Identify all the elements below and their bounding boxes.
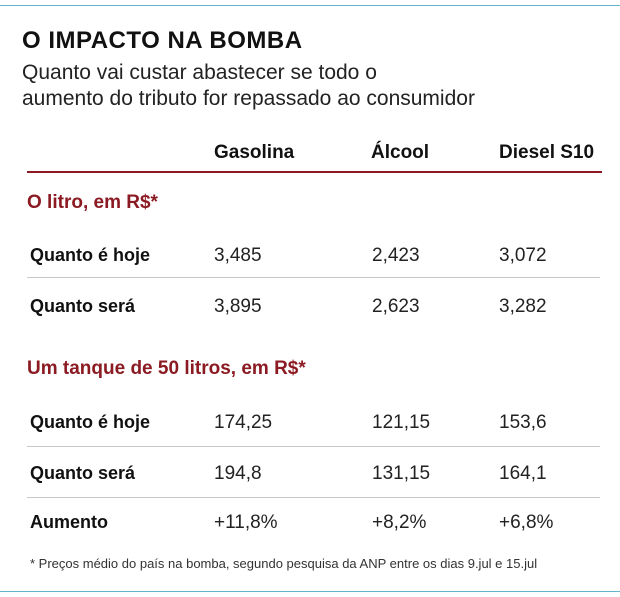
cell-diesel-sera-tanque: 164,1 — [499, 463, 547, 484]
cell-diesel-hoje-litro: 3,072 — [499, 245, 547, 266]
row-label-hoje-tanque: Quanto é hoje — [30, 412, 151, 432]
cell-gasolina-sera-tanque: 194,8 — [214, 463, 262, 484]
cell-alcool-hoje-litro: 2,423 — [372, 245, 420, 266]
cell-alcool-sera-litro: 2,623 — [372, 296, 420, 317]
section-heading-litro: O litro, em R$* — [27, 192, 158, 213]
footnote: * Preços médio do país na bomba, segundo… — [30, 556, 538, 571]
column-header-alcool: Álcool — [371, 142, 430, 163]
row-divider — [27, 277, 600, 278]
cell-diesel-aumento: +6,8% — [499, 512, 554, 533]
row-label-sera-litro: Quanto será — [30, 296, 136, 316]
section-heading-tanque: Um tanque de 50 litros, em R$* — [27, 358, 306, 379]
cell-gasolina-hoje-litro: 3,485 — [214, 245, 262, 266]
cell-diesel-sera-litro: 3,282 — [499, 296, 547, 317]
cell-alcool-hoje-tanque: 121,15 — [372, 412, 431, 433]
page-subtitle: Quanto vai custar abastecer se todo o au… — [22, 60, 475, 112]
row-label-aumento: Aumento — [30, 512, 108, 532]
cell-alcool-aumento: +8,2% — [372, 512, 427, 533]
row-label-sera-tanque: Quanto será — [30, 463, 136, 483]
row-divider — [27, 497, 600, 498]
bottom-border — [0, 591, 620, 592]
subtitle-line-1: Quanto vai custar abastecer se todo o — [22, 61, 377, 84]
cell-alcool-sera-tanque: 131,15 — [372, 463, 431, 484]
row-label-hoje-litro: Quanto é hoje — [30, 245, 151, 265]
column-header-diesel: Diesel S10 — [499, 142, 595, 163]
header-divider — [27, 171, 602, 173]
cell-gasolina-hoje-tanque: 174,25 — [214, 412, 273, 433]
cell-gasolina-sera-litro: 3,895 — [214, 296, 262, 317]
row-divider — [27, 446, 600, 447]
top-border — [0, 5, 620, 6]
column-header-gasolina: Gasolina — [214, 142, 295, 163]
cell-diesel-hoje-tanque: 153,6 — [499, 412, 547, 433]
subtitle-line-2: aumento do tributo for repassado ao cons… — [22, 87, 475, 110]
page-title: O IMPACTO NA BOMBA — [22, 27, 303, 54]
cell-gasolina-aumento: +11,8% — [214, 512, 278, 533]
